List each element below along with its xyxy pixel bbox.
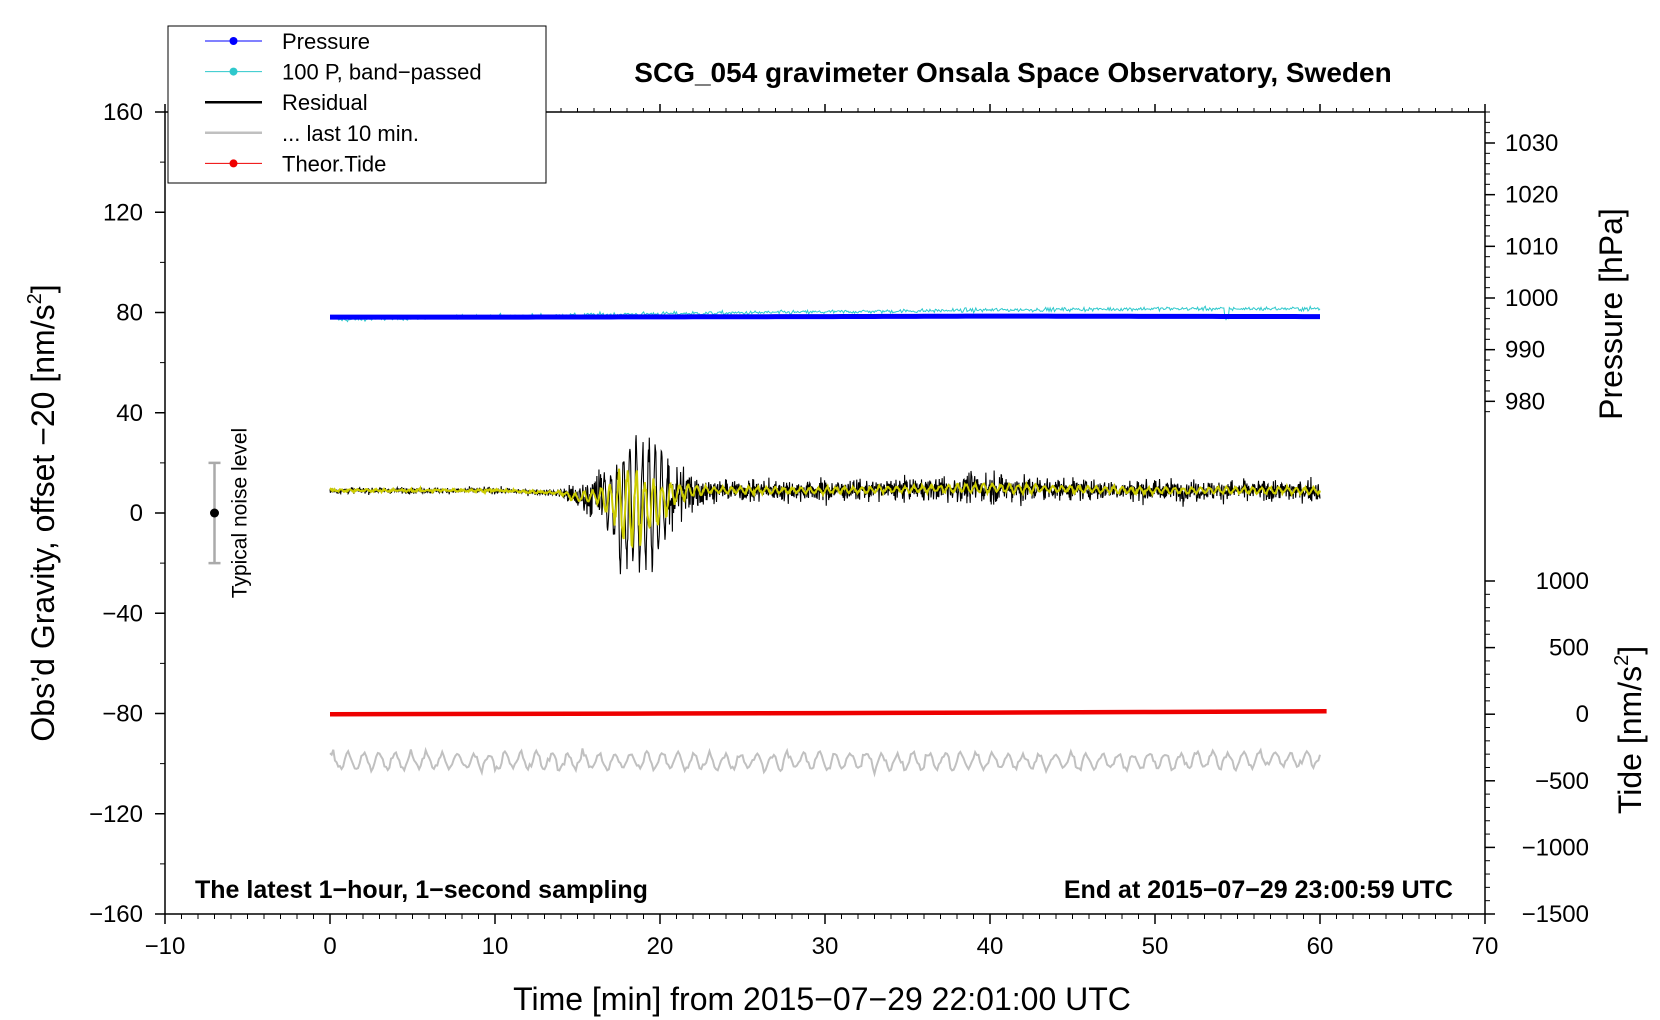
tick-labels-layer: −10 0 10 20 30 40 50 60 7016012080400−40−80−120−… — [89, 99, 1589, 960]
legend-label: Residual — [282, 90, 368, 115]
noise-label: Typical noise level — [229, 428, 252, 598]
x-tick-label: 60 — [1307, 933, 1334, 960]
x-tick-label: 40 — [977, 933, 1004, 960]
y-tick-label: 40 — [116, 400, 143, 427]
x-tick-label: 30 — [812, 933, 839, 960]
traces-layer — [329, 305, 1327, 778]
annotation-bottom-right: End at 2015−07−29 23:00:59 UTC — [1064, 876, 1453, 904]
legend-label: Pressure — [282, 29, 370, 54]
legend-items: Pressure 100 P, band−passed Residual ... la… — [205, 29, 482, 176]
legend-label: Theor.Tide — [282, 151, 386, 176]
x-tick-label: 70 — [1472, 933, 1499, 960]
chart-title: SCG_054 gravimeter Onsala Space Observat… — [634, 57, 1391, 88]
series-residual-line — [329, 435, 1321, 575]
legend-swatch-dot — [229, 67, 238, 76]
y-axis-label-tide: Tide [nm/s2] — [1611, 646, 1648, 814]
legend: Pressure 100 P, band−passed Residual ... la… — [167, 25, 547, 184]
y-axis-label-left-end: ] — [25, 284, 61, 293]
legend-label: 100 P, band−passed — [282, 60, 482, 85]
yellow-smoothed-trace — [329, 468, 1321, 549]
y-axis-label-tide-end: ] — [1612, 646, 1648, 655]
legend-label: ... last 10 min. — [282, 121, 419, 146]
y-tick-label: −160 — [89, 901, 143, 928]
series-pressure-line — [330, 313, 1321, 320]
ticks-layer — [155, 104, 1495, 924]
pressure-tick-label: 1000 — [1505, 285, 1558, 312]
y-tick-label: −40 — [102, 600, 143, 627]
x-tick-label: 50 — [1142, 933, 1169, 960]
tide-tick-label: 0 — [1576, 701, 1589, 728]
pressure-tick-label: 980 — [1505, 388, 1545, 415]
legend-box — [167, 25, 547, 184]
y-tick-label: −80 — [102, 701, 143, 728]
y-axis-label-pressure: Pressure [hPa] — [1593, 208, 1629, 420]
y-tick-label: −120 — [89, 801, 143, 828]
series-last-10-min-line — [329, 746, 1321, 778]
pressure-tick-label: 1030 — [1505, 130, 1558, 157]
y-tick-label: 120 — [103, 199, 143, 226]
pressure-tick-label: 1010 — [1505, 233, 1558, 260]
series-bandpassed-pressure-line — [336, 305, 1321, 323]
y-tick-label: 0 — [130, 500, 143, 527]
y-tick-label: 160 — [103, 99, 143, 126]
legend-swatch-dot — [229, 37, 238, 45]
pressure-tick-label: 1020 — [1505, 182, 1558, 209]
legend-swatch-dot — [229, 159, 238, 168]
y-axis-label-left: Obs’d Gravity, offset −20 [nm/s2] — [24, 284, 61, 741]
noise-marker: Typical noise level — [208, 428, 252, 598]
tide-tick-label: −1500 — [1522, 901, 1589, 928]
y-axis-label-left-sup: 2 — [24, 293, 46, 304]
y-axis-label-tide-main: Tide [nm/s — [1612, 666, 1648, 814]
annotation-bottom-left: The latest 1−hour, 1−second sampling — [195, 876, 648, 904]
x-tick-label: 20 — [647, 933, 674, 960]
x-tick-label: −10 — [145, 933, 186, 960]
tide-tick-label: 500 — [1549, 635, 1589, 662]
tide-tick-label: −500 — [1535, 768, 1589, 795]
x-tick-label: 0 — [323, 933, 336, 960]
plot-frame — [164, 111, 1486, 915]
y-axis-label-tide-sup: 2 — [1611, 655, 1633, 666]
noise-center-dot — [210, 508, 219, 518]
series-theoretical-tide-line — [329, 709, 1327, 717]
pressure-tick-label: 990 — [1505, 337, 1545, 364]
x-tick-label: 10 — [482, 933, 509, 960]
y-tick-label: 80 — [116, 300, 143, 327]
tide-tick-label: 1000 — [1536, 568, 1589, 595]
tide-tick-label: −1000 — [1522, 834, 1589, 861]
x-axis-label: Time [min] from 2015−07−29 22:01:00 UTC — [513, 981, 1131, 1017]
y-axis-label-left-main: Obs’d Gravity, offset −20 [nm/s — [25, 304, 61, 741]
